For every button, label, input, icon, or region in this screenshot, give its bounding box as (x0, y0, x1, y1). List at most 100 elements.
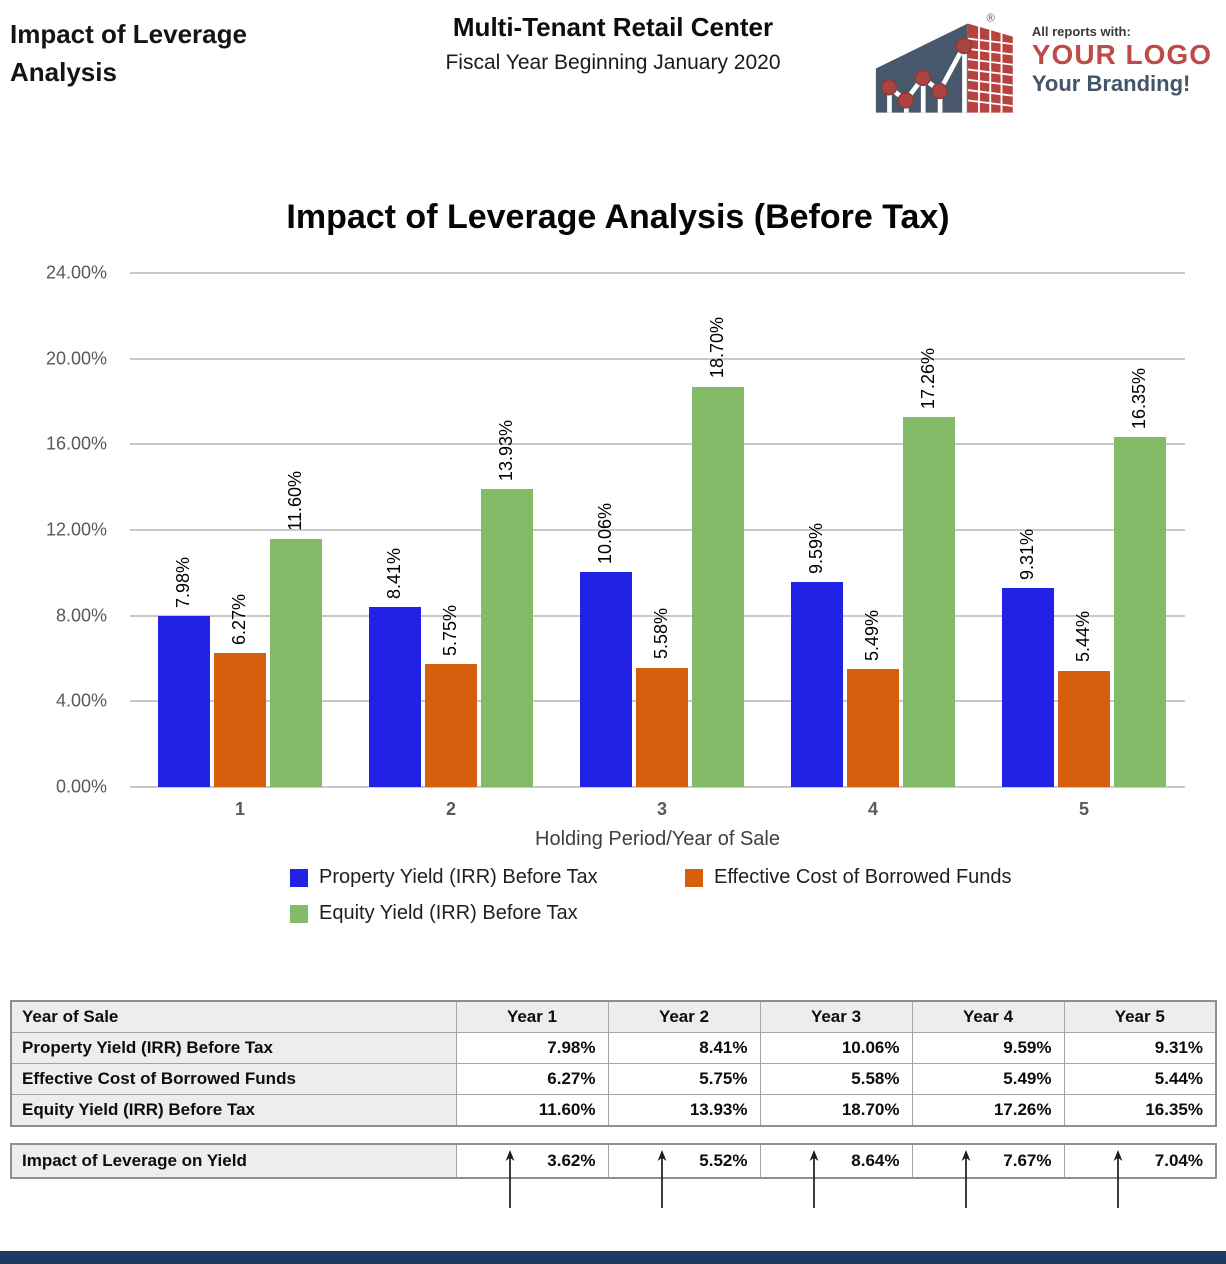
bar-value-label-equity-yield-irr-before-tax-year-5: 16.35% (1129, 367, 1149, 429)
cell-value: 16.35% (1063, 1094, 1217, 1127)
footer-accent-bar (0, 1251, 1226, 1264)
x-axis-category-label: 3 (656, 799, 667, 819)
cell-value: 13.93% (607, 1094, 761, 1127)
bar-property-yield-irr-before-tax-year-2 (369, 606, 421, 787)
legend-item-equity-yield: Equity Yield (IRR) Before Tax (290, 902, 578, 925)
x-axis-category-label: 5 (1078, 799, 1089, 819)
impact-cell: 7.67% (911, 1143, 1065, 1208)
gridline (130, 443, 1185, 446)
bar-value-label-equity-yield-irr-before-tax-year-1: 11.60% (285, 470, 305, 531)
bar-equity-yield-irr-before-tax-year-1 (270, 538, 322, 787)
bar-property-yield-irr-before-tax-year-3 (580, 571, 632, 787)
up-arrow-icon (505, 1150, 514, 1208)
bar-value-label-property-yield-irr-before-tax-year-2: 8.41% (384, 547, 404, 599)
bar-value-label-effective-cost-of-borrowed-funds-year-2: 5.75% (440, 604, 460, 656)
impact-value: 7.04% (1154, 1151, 1203, 1170)
yield-summary-table: Year of Sale Year 1 Year 2 Year 3 Year 4… (10, 1000, 1217, 1127)
cell-value: 18.70% (759, 1094, 913, 1127)
bar-property-yield-irr-before-tax-year-1 (158, 616, 210, 787)
up-arrow-icon (657, 1150, 666, 1208)
legend-label: Property Yield (IRR) Before Tax (319, 866, 598, 888)
cell-value: 5.75% (607, 1063, 761, 1095)
y-axis-tick-label: 20.00% (45, 348, 107, 369)
up-arrow-icon (1113, 1150, 1122, 1208)
bar-value-label-property-yield-irr-before-tax-year-3: 10.06% (595, 502, 615, 564)
cell-value: 6.27% (455, 1063, 609, 1095)
bar-value-label-effective-cost-of-borrowed-funds-year-4: 5.49% (862, 610, 882, 662)
bar-effective-cost-of-borrowed-funds-year-5 (1058, 670, 1110, 787)
cell-value: 5.58% (759, 1063, 913, 1095)
cell-value: 11.60% (455, 1094, 609, 1127)
up-arrow-icon (809, 1150, 818, 1208)
col-header-year-2: Year 2 (607, 1000, 761, 1033)
impact-cell: 5.52% (607, 1143, 761, 1208)
bar-value-label-equity-yield-irr-before-tax-year-2: 13.93% (496, 419, 516, 481)
impact-value: 5.52% (699, 1151, 748, 1170)
property-header: Multi-Tenant Retail Center Fiscal Year B… (445, 12, 780, 75)
legend-label: Effective Cost of Borrowed Funds (714, 866, 1012, 888)
y-axis-tick-label: 4.00% (55, 690, 107, 711)
bar-value-label-property-yield-irr-before-tax-year-5: 9.31% (1017, 528, 1037, 580)
cell-value: 5.44% (1063, 1063, 1217, 1095)
legend-swatch-orange (685, 868, 703, 887)
bar-effective-cost-of-borrowed-funds-year-3 (636, 667, 688, 787)
bar-equity-yield-irr-before-tax-year-2 (481, 488, 533, 787)
legend-item-property-yield: Property Yield (IRR) Before Tax (290, 866, 598, 889)
table-row: Property Yield (IRR) Before Tax 7.98% 8.… (10, 1032, 1217, 1064)
table-header-row: Year of Sale Year 1 Year 2 Year 3 Year 4… (10, 1000, 1217, 1033)
y-axis-tick-label: 12.00% (45, 519, 107, 540)
bar-value-label-effective-cost-of-borrowed-funds-year-3: 5.58% (651, 608, 671, 660)
col-header-year-1: Year 1 (455, 1000, 609, 1033)
x-axis-title: Holding Period/Year of Sale (535, 828, 780, 850)
registered-mark: ® (986, 13, 995, 25)
logo-tagline-bottom: Your Branding! (1031, 71, 1191, 97)
bar-equity-yield-irr-before-tax-year-4 (903, 417, 955, 787)
bar-equity-yield-irr-before-tax-year-3 (692, 386, 744, 787)
table-row: Effective Cost of Borrowed Funds 6.27% 5… (10, 1063, 1217, 1095)
bar-property-yield-irr-before-tax-year-5 (1002, 587, 1054, 787)
impact-cell: 8.64% (759, 1143, 913, 1208)
bar-equity-yield-irr-before-tax-year-5 (1114, 436, 1166, 787)
impact-row: Impact of Leverage on Yield 3.62% 5.52% … (10, 1143, 1217, 1208)
cell-value: 9.31% (1063, 1032, 1217, 1064)
gridline (130, 614, 1185, 617)
col-header-year-4: Year 4 (911, 1000, 1065, 1033)
gridline (130, 272, 1185, 274)
bar-value-label-equity-yield-irr-before-tax-year-3: 18.70% (707, 317, 727, 379)
impact-value: 3.62% (547, 1151, 596, 1170)
row-label: Property Yield (IRR) Before Tax (10, 1032, 457, 1064)
gridline (130, 786, 1185, 788)
bar-value-label-property-yield-irr-before-tax-year-1: 7.98% (173, 557, 193, 609)
x-axis-category-label: 4 (867, 799, 878, 819)
logo-text: YOUR LOGO (1031, 39, 1212, 71)
impact-value: 7.67% (1003, 1151, 1052, 1170)
cell-value: 5.49% (911, 1063, 1065, 1095)
page-title: Impact of Leverage Analysis (10, 19, 247, 87)
legend-label: Equity Yield (IRR) Before Tax (319, 902, 578, 924)
impact-row-label: Impact of Leverage on Yield (10, 1143, 457, 1179)
impact-cell: 3.62% (455, 1143, 609, 1208)
y-axis-tick-label: 8.00% (55, 605, 107, 626)
bar-value-label-effective-cost-of-borrowed-funds-year-1: 6.27% (229, 593, 249, 645)
bar-value-label-property-yield-irr-before-tax-year-4: 9.59% (806, 522, 826, 574)
cell-value: 10.06% (759, 1032, 913, 1064)
y-axis-tick-label: 24.00% (45, 262, 107, 283)
col-header-year-5: Year 5 (1063, 1000, 1217, 1033)
row-label: Equity Yield (IRR) Before Tax (10, 1094, 457, 1127)
up-arrow-icon (961, 1150, 970, 1208)
chart-title: Impact of Leverage Analysis (Before Tax) (286, 198, 950, 236)
bar-effective-cost-of-borrowed-funds-year-4 (847, 669, 899, 787)
legend-item-borrowed-funds: Effective Cost of Borrowed Funds (685, 866, 1012, 889)
logo-text-block: All reports with: YOUR LOGO Your Brandin… (1032, 24, 1212, 98)
company-logo: ® All reports with: YOUR LOGO Your Brand… (874, 6, 1212, 116)
table-row: Equity Yield (IRR) Before Tax 11.60% 13.… (10, 1094, 1217, 1127)
col-header-year-of-sale: Year of Sale (10, 1000, 457, 1033)
cell-value: 9.59% (911, 1032, 1065, 1064)
cell-value: 7.98% (455, 1032, 609, 1064)
property-name: Multi-Tenant Retail Center (452, 12, 774, 42)
y-axis: 24.00% 20.00% 16.00% 12.00% 8.00% 4.00% 0.00% (0, 263, 107, 797)
bar-value-label-effective-cost-of-borrowed-funds-year-5: 5.44% (1073, 611, 1093, 663)
col-header-year-3: Year 3 (759, 1000, 913, 1033)
x-axis-category-label: 2 (445, 799, 456, 819)
